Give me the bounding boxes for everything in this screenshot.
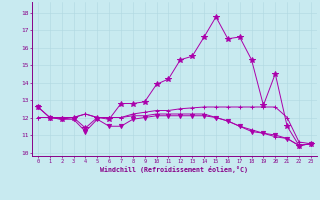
X-axis label: Windchill (Refroidissement éolien,°C): Windchill (Refroidissement éolien,°C) [100, 166, 248, 173]
